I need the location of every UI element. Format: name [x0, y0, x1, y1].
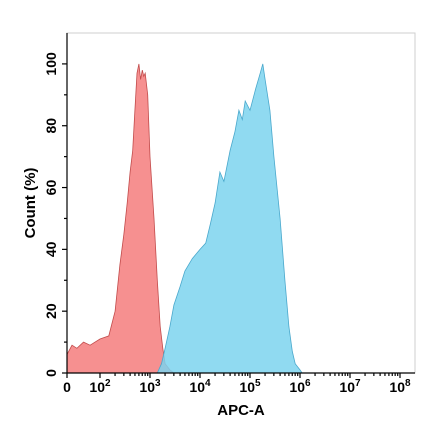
x-tick-label: 107 — [339, 378, 361, 395]
y-tick-label: 60 — [43, 180, 59, 196]
x-tick-label: 102 — [89, 378, 111, 395]
series-layer — [66, 63, 303, 374]
y-tick-label: 20 — [43, 303, 59, 319]
x-tick-label: 106 — [289, 378, 311, 395]
x-tick-label: 105 — [239, 378, 261, 395]
plot-area — [66, 32, 416, 374]
y-tick-label: 0 — [43, 369, 59, 377]
x-tick-label: 103 — [139, 378, 161, 395]
histogram-series-2 — [156, 63, 303, 374]
x-axis-title: APC-A — [217, 402, 265, 419]
y-tick-label: 100 — [43, 52, 59, 76]
y-axis-title: Count (%) — [22, 168, 39, 239]
x-tick-label: 108 — [389, 378, 411, 395]
x-tick-label: 0 — [63, 379, 71, 395]
y-tick-label: 80 — [43, 118, 59, 134]
x-tick-label: 104 — [189, 378, 211, 395]
y-tick-label: 40 — [43, 241, 59, 257]
histogram-series-1 — [66, 63, 176, 374]
x-axis-ticks: 0 102 103 104 105 106 107 108 — [63, 373, 411, 395]
y-axis-ticks: 0 20 40 60 80 100 — [43, 52, 67, 377]
